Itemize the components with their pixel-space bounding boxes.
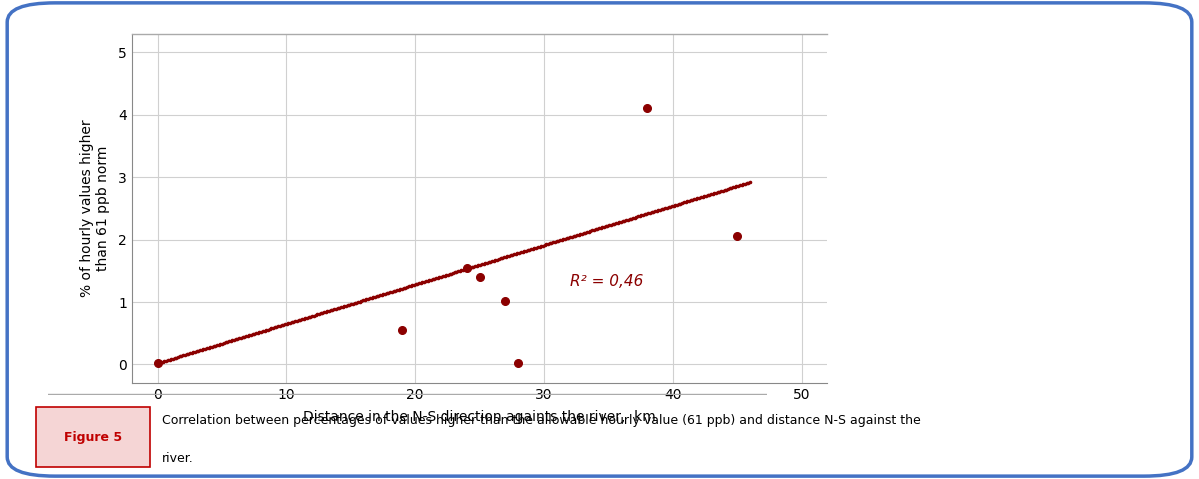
X-axis label: Distance in the N-S direction againts the river,  km: Distance in the N-S direction againts th…	[303, 411, 656, 424]
Text: river.: river.	[162, 452, 193, 465]
Text: R² = 0,46: R² = 0,46	[570, 274, 643, 289]
FancyBboxPatch shape	[36, 407, 150, 467]
Text: Correlation between percentages of values higher than the allowable hourly value: Correlation between percentages of value…	[162, 414, 921, 427]
Y-axis label: % of hourly values higher
than 61 ppb norm: % of hourly values higher than 61 ppb no…	[79, 120, 110, 297]
Text: Figure 5: Figure 5	[64, 431, 122, 444]
